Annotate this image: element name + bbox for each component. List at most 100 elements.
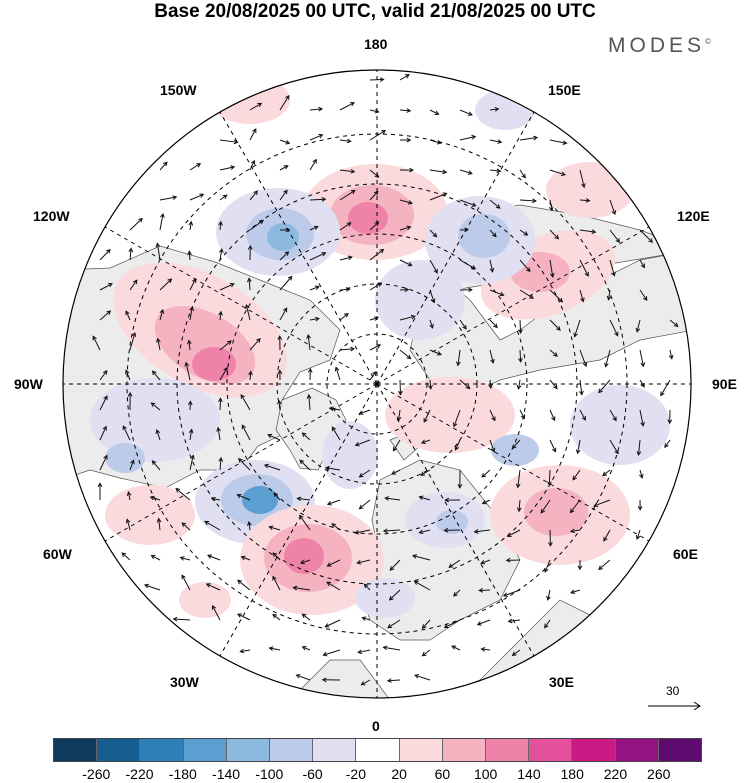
wind-arrow <box>279 307 288 321</box>
wind-arrow <box>181 574 191 591</box>
wind-arrow <box>511 649 521 656</box>
colorbar-segment-0 <box>54 739 97 761</box>
wind-arrow <box>309 225 319 231</box>
wind-arrow <box>540 499 551 514</box>
wind-arrow <box>609 259 616 277</box>
anomaly-polar-low <box>322 421 378 489</box>
wind-arrow <box>481 499 491 505</box>
colorbar-segment-13 <box>614 739 658 761</box>
wind-arrow <box>99 310 112 321</box>
wind-arrow <box>476 619 491 626</box>
colorbar-tick-label: 100 <box>473 766 498 782</box>
colorbar-segment-11 <box>528 739 572 761</box>
anomaly-eastern-pacific-high <box>546 162 634 218</box>
anomaly-layer <box>90 76 670 618</box>
wind-arrow <box>184 361 191 381</box>
wind-arrow <box>156 517 162 531</box>
wind-arrow <box>339 312 349 321</box>
wind-arrow <box>244 303 251 321</box>
wind-arrow <box>207 554 221 561</box>
anomaly-arctic-low <box>375 260 465 340</box>
wind-arrow <box>389 559 401 571</box>
wind-arrow <box>387 619 401 629</box>
wind-arrow <box>399 349 412 360</box>
wind-arrow <box>237 579 251 591</box>
wind-arrow <box>324 619 341 628</box>
wind-arrow <box>549 409 556 422</box>
wind-arrow <box>292 585 311 591</box>
anomaly-scandinavia-low-core <box>436 510 468 534</box>
wind-arrow <box>635 529 641 541</box>
wind-arrow <box>150 554 161 561</box>
wind-arrow <box>382 528 401 534</box>
wind-arrow <box>489 168 502 174</box>
wind-arrow <box>399 225 412 231</box>
chart-title: Base 20/08/2025 00 UTC, valid 21/08/2025… <box>154 1 596 22</box>
anomaly-bering-low-core <box>267 223 299 251</box>
wind-arrow <box>598 559 611 571</box>
wind-arrow <box>299 559 311 565</box>
wind-arrow <box>579 289 585 303</box>
wind-arrow <box>307 367 313 381</box>
label-30w: 30W <box>170 674 199 690</box>
wind-arrow <box>399 199 413 205</box>
wind-arrow <box>429 349 442 356</box>
wind-arrow <box>609 319 619 337</box>
wind-arrow <box>518 349 523 363</box>
wind-arrow <box>218 397 223 411</box>
wind-arrow <box>454 439 461 451</box>
wind-arrow <box>249 190 258 201</box>
wind-arrow <box>579 229 597 234</box>
wind-arrow <box>549 229 560 240</box>
wind-arrow <box>339 346 356 352</box>
wind-arrow <box>573 319 581 338</box>
anomaly-kazakh-high <box>385 377 515 453</box>
wind-arrow <box>92 335 101 351</box>
wind-arrow <box>456 349 461 367</box>
wind-arrow <box>459 169 473 175</box>
wind-arrow <box>414 674 431 681</box>
wind-arrow <box>418 529 431 535</box>
colorbar-tick-label: -60 <box>302 766 323 782</box>
wind-arrow <box>267 433 281 441</box>
wind-arrow <box>636 439 642 456</box>
wind-arrow <box>635 319 641 333</box>
wind-arrow <box>99 454 108 471</box>
wind-arrow <box>448 559 461 568</box>
wind-arrow <box>457 469 463 489</box>
wind-arrow <box>386 678 401 683</box>
wind-arrow <box>326 581 341 591</box>
wind-arrow <box>443 619 461 629</box>
wind-arrow <box>159 278 173 291</box>
wind-arrow <box>99 369 108 381</box>
wind-arrow <box>249 159 256 171</box>
wind-arrow <box>598 379 611 394</box>
wind-arrow <box>219 340 232 351</box>
wind-arrow <box>459 134 477 141</box>
wind-arrow <box>360 679 371 686</box>
wind-arrow <box>306 393 312 411</box>
wind-arrow <box>516 379 522 390</box>
wind-arrow <box>369 169 380 178</box>
wind-arrow <box>489 199 501 209</box>
wind-arrow <box>155 242 161 261</box>
modes-logo: MODES© <box>608 34 711 58</box>
wind-arrow <box>664 439 671 449</box>
colorbar <box>53 738 702 762</box>
meridian-line <box>376 223 655 385</box>
anomaly-east-siberia-low-mid <box>458 214 510 258</box>
wind-arrow <box>218 220 223 231</box>
wind-arrow <box>279 139 291 145</box>
wind-arrow <box>572 469 581 481</box>
wind-arrow <box>489 229 497 238</box>
wind-arrow <box>238 457 251 471</box>
meridian-line <box>376 383 655 545</box>
wind-arrow <box>358 469 371 478</box>
colorbar-tick-label: -180 <box>168 766 197 782</box>
wind-arrow <box>507 618 521 624</box>
wind-arrow <box>247 244 253 261</box>
anomaly-iberia-low <box>355 578 415 618</box>
wind-arrow <box>99 395 108 411</box>
label-150w: 150W <box>160 82 197 98</box>
anomaly-beaufort-high <box>210 76 290 124</box>
